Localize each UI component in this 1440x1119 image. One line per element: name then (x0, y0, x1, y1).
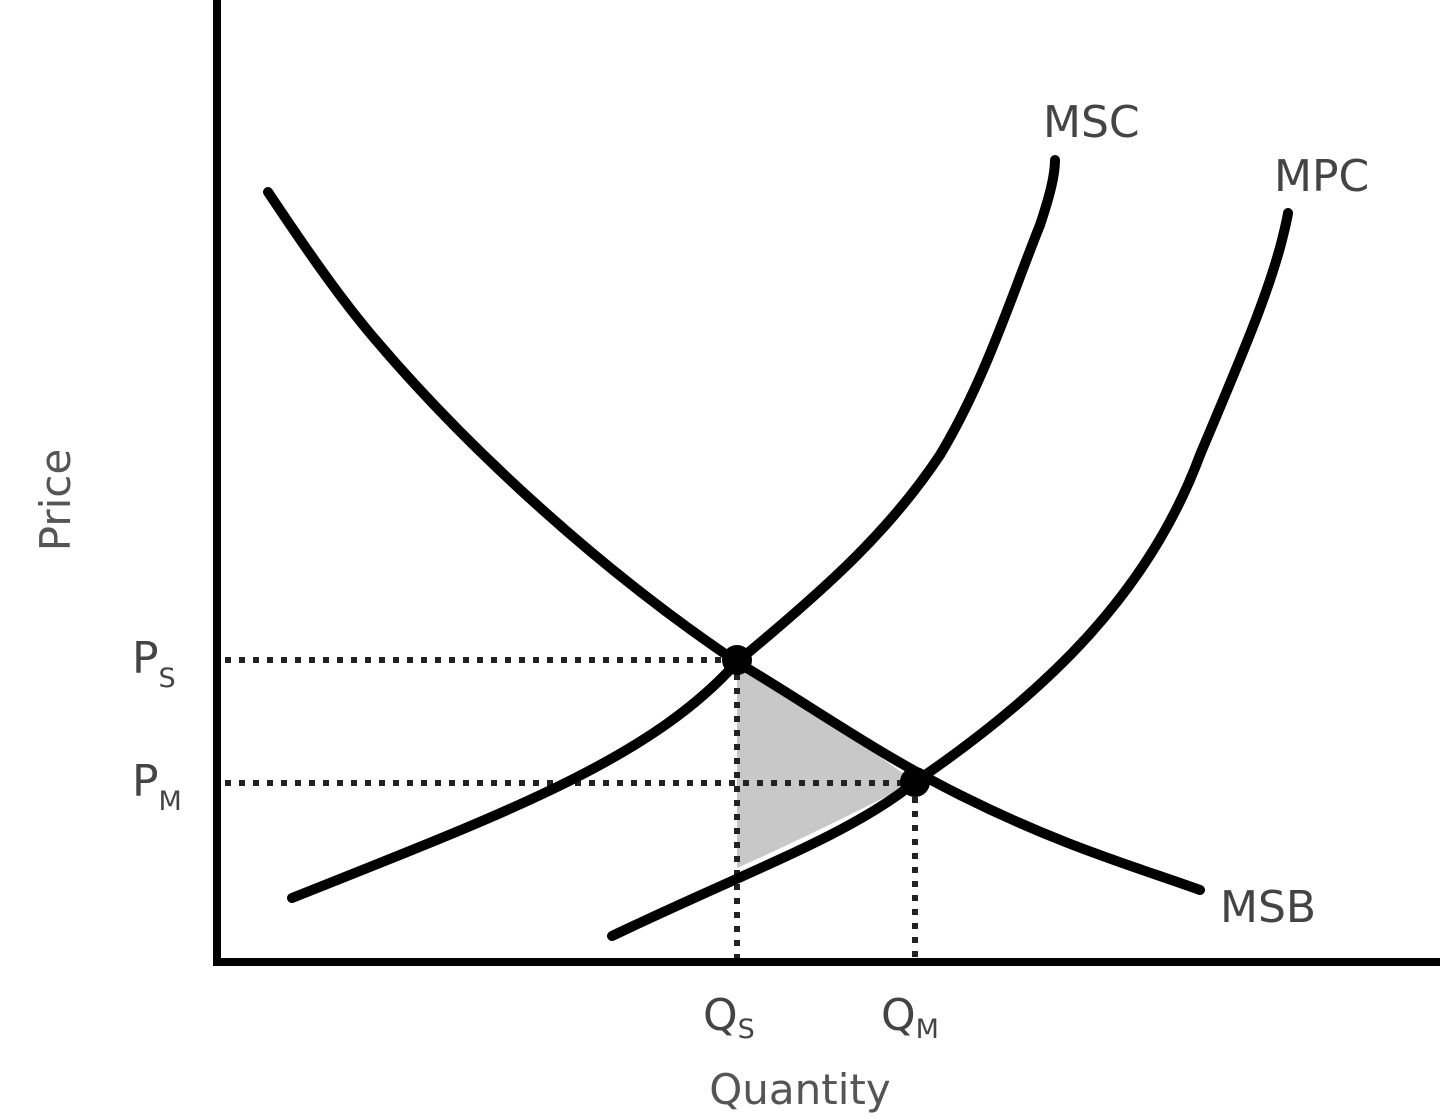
market-equilibrium-point (900, 767, 930, 797)
y-tick-label-market: PM (132, 756, 182, 817)
x-tick-market-main: Q (881, 990, 916, 1041)
x-tick-social-main: Q (703, 990, 738, 1041)
y-axis-title: Price (31, 449, 80, 551)
x-tick-market-sub: M (916, 1014, 939, 1045)
mpc-label: MPC (1274, 151, 1369, 202)
msc-curve (287, 155, 1060, 903)
x-tick-social-sub: S (738, 1014, 755, 1045)
mpc-curve (607, 208, 1293, 941)
x-tick-label-social: QS (703, 990, 755, 1045)
social-optimum-point (722, 645, 752, 675)
msc-label: MSC (1043, 97, 1140, 148)
y-tick-market-sub: M (159, 786, 182, 817)
x-tick-label-market: QM (881, 990, 939, 1045)
deadweight-loss-area (737, 662, 915, 868)
y-tick-social-main: P (132, 633, 159, 684)
y-tick-market-main: P (132, 756, 159, 807)
y-tick-social-sub: S (159, 663, 176, 694)
msb-label: MSB (1220, 882, 1316, 933)
y-tick-label-social: PS (132, 633, 176, 694)
x-axis-title: Quantity (709, 1065, 891, 1114)
